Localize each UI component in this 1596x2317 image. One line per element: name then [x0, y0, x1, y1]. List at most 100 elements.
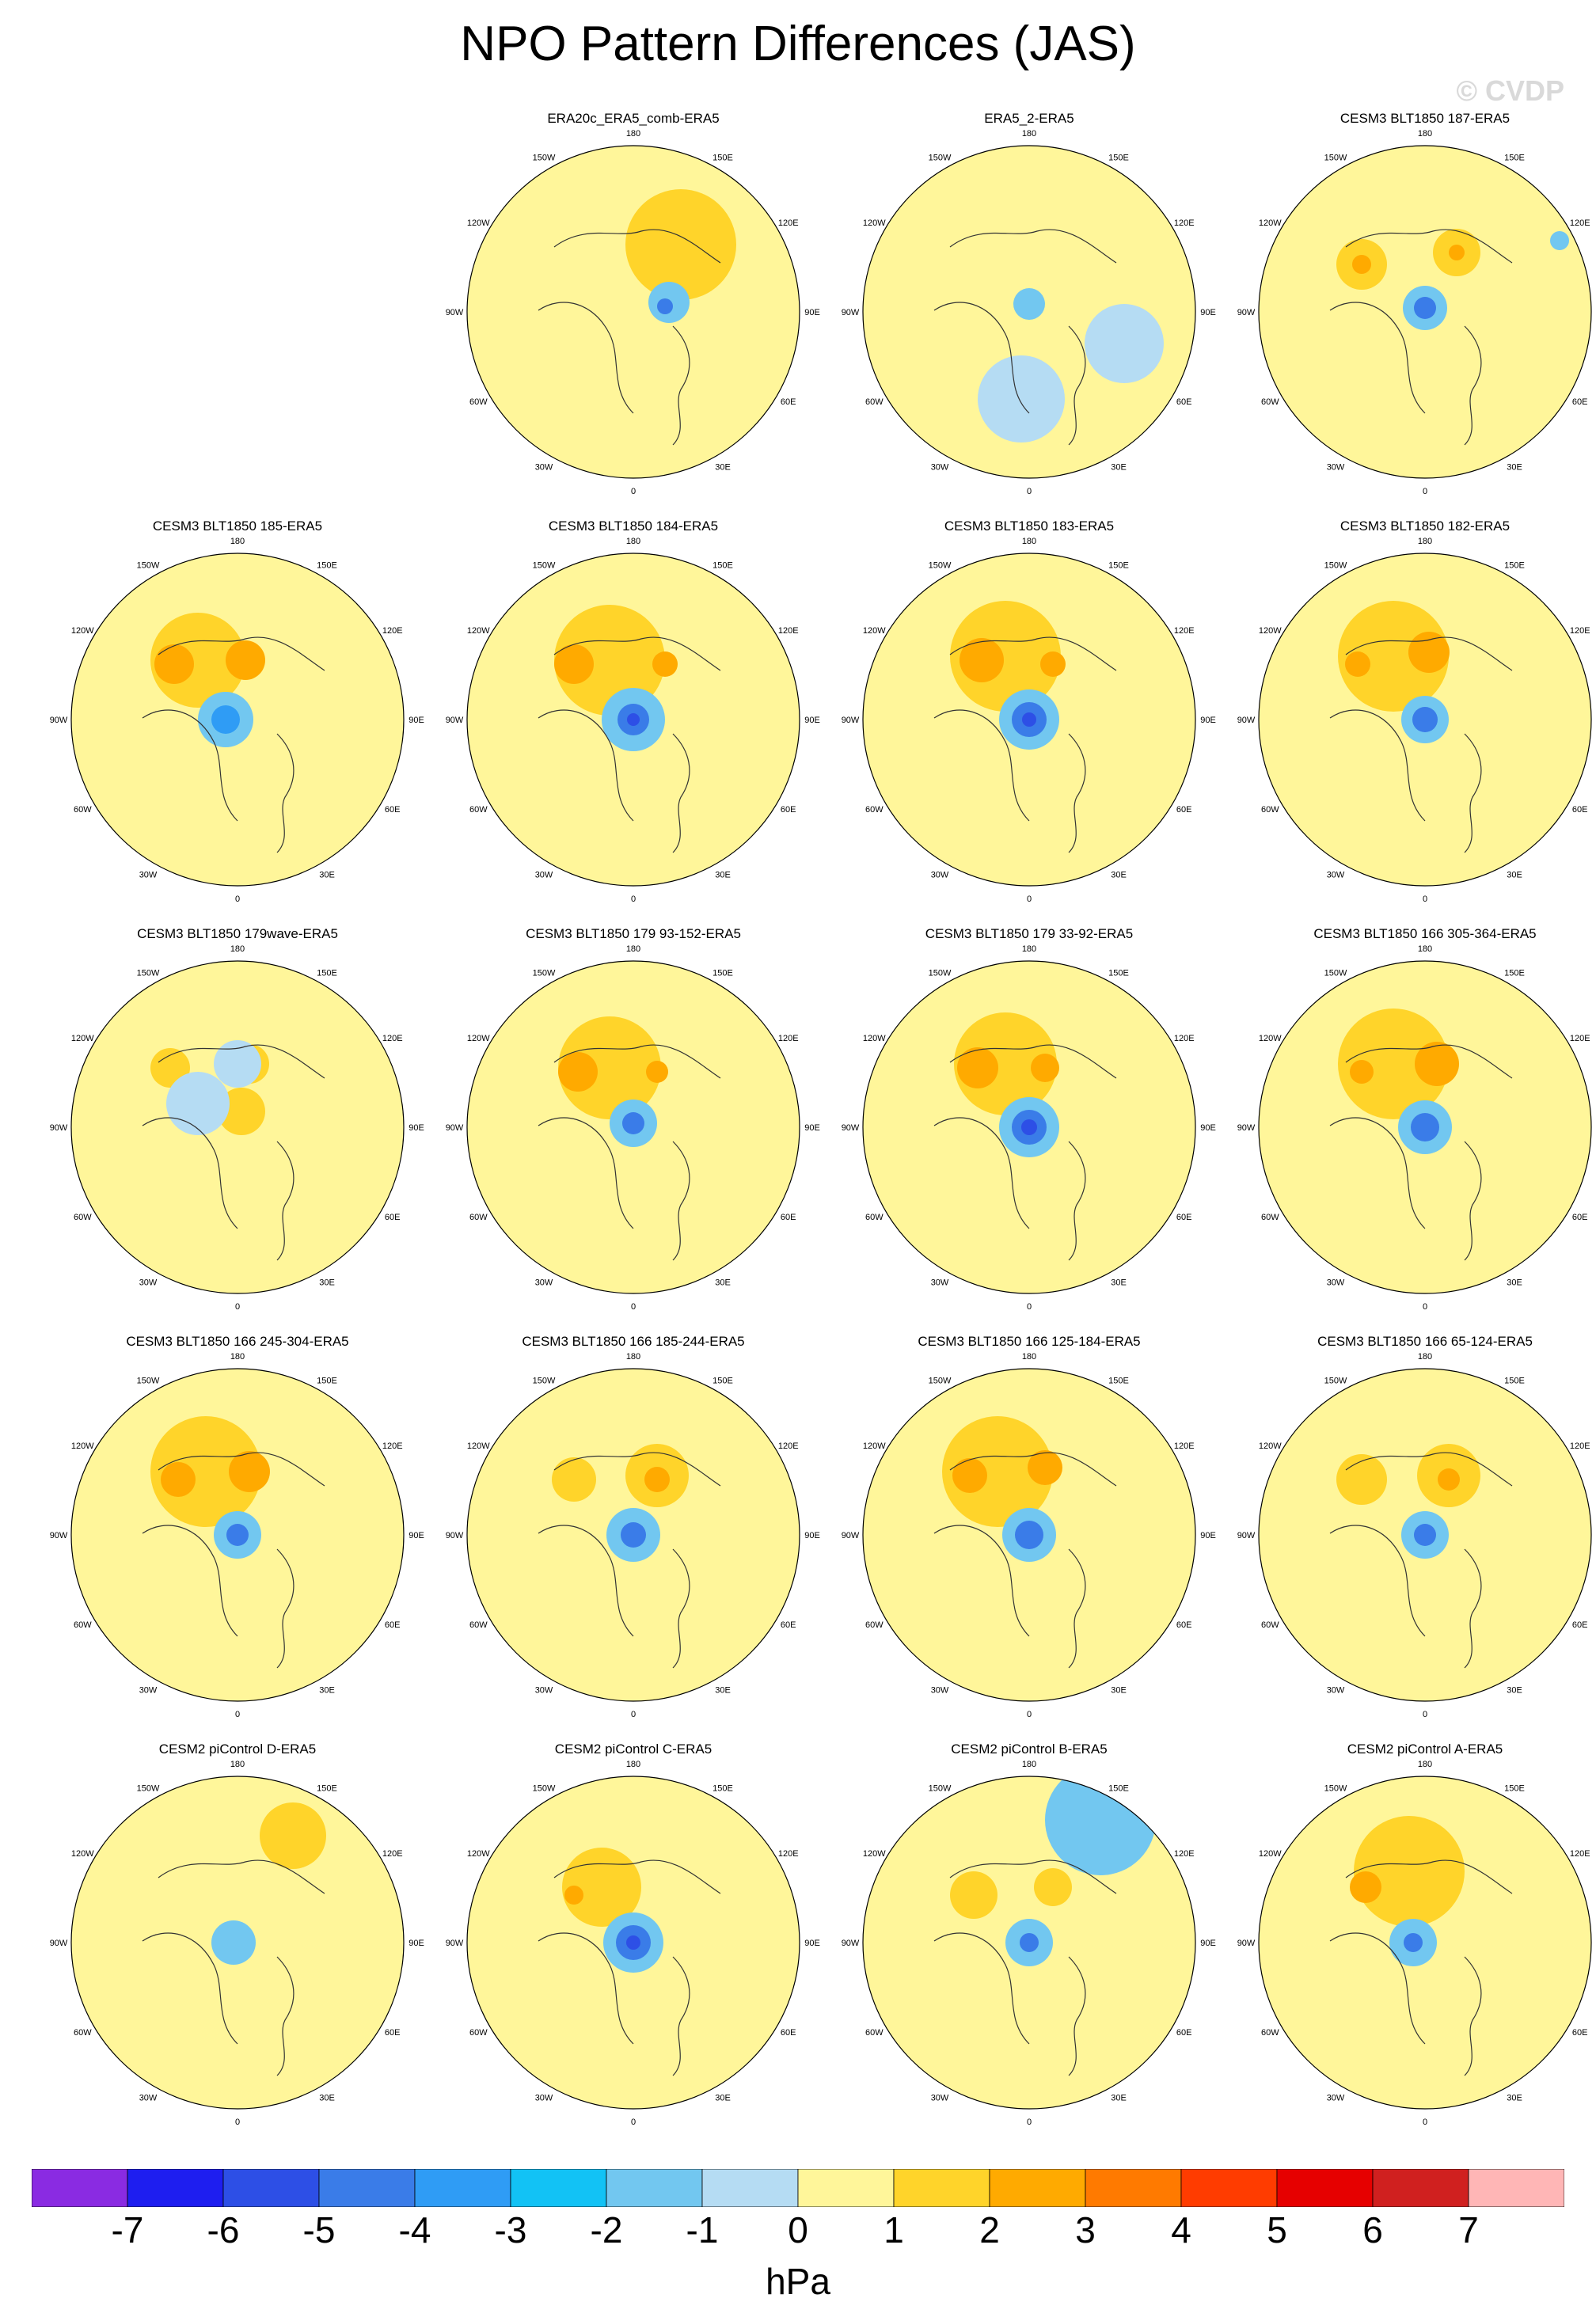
longitude-label: 150E	[712, 560, 733, 570]
longitude-label: 120E	[1570, 218, 1590, 228]
longitude-label: 30E	[715, 1686, 731, 1696]
longitude-label: 150W	[1324, 968, 1347, 978]
colorbar-tick: 3	[1075, 2209, 1096, 2251]
map-panel: CESM3 BLT1850 166 65-124-ERA5 180 150E 120E…	[1227, 1334, 1596, 1730]
longitude-label: 120W	[863, 626, 886, 636]
colorbar-tick: 1	[884, 2209, 904, 2251]
coastline	[538, 229, 721, 446]
longitude-label: 90E	[804, 716, 820, 725]
longitude-label: 60E	[1572, 2028, 1588, 2038]
negative-anomaly	[1414, 297, 1436, 319]
positive-anomaly	[957, 1047, 998, 1088]
longitude-label: 60W	[469, 805, 488, 815]
map-border	[1258, 1776, 1592, 2110]
longitude-label: 90E	[804, 1939, 820, 1948]
map-border	[862, 553, 1196, 887]
longitude-label: 90W	[1237, 308, 1256, 317]
longitude-label: 30W	[1327, 2094, 1345, 2103]
longitude-label: 0	[1027, 1710, 1032, 1719]
positive-anomaly	[942, 1416, 1053, 1527]
longitude-label: 30W	[139, 2094, 158, 2103]
colorbar-swatch	[606, 2169, 703, 2207]
longitude-label: 30W	[535, 463, 553, 473]
longitude-label: 150E	[317, 968, 337, 978]
colorbar-tick: 4	[1171, 2209, 1191, 2251]
longitude-label: 60W	[865, 1213, 884, 1222]
negative-anomaly	[226, 1524, 249, 1546]
longitude-label: 60E	[385, 805, 401, 815]
coastline	[142, 1044, 325, 1261]
panel-title: CESM3 BLT1850 185-ERA5	[152, 518, 323, 534]
longitude-label: 60W	[74, 2028, 92, 2038]
map-panel: CESM2 piControl B-ERA5 180 150E 120E 90E 60E 3…	[831, 1742, 1227, 2137]
coastline	[933, 1452, 1117, 1669]
longitude-label: 120E	[1174, 626, 1195, 636]
longitude-label: 30W	[1327, 871, 1345, 880]
longitude-label: 180	[626, 1352, 640, 1362]
longitude-label: 120W	[71, 1441, 94, 1451]
longitude-label: 120W	[1259, 218, 1282, 228]
map-panel: CESM3 BLT1850 179 93-152-ERA5 180 150E 120E…	[435, 926, 831, 1322]
longitude-label: 90E	[1200, 1123, 1216, 1133]
longitude-label: 120E	[1174, 1034, 1195, 1043]
longitude-label: 60E	[1572, 1213, 1588, 1222]
longitude-label: 60E	[1176, 397, 1192, 407]
longitude-label: 0	[631, 1710, 636, 1719]
coastline	[1329, 1452, 1513, 1669]
longitude-label: 90W	[842, 1939, 860, 1948]
positive-anomaly	[154, 644, 194, 684]
positive-anomaly	[625, 189, 736, 300]
longitude-label: 120W	[863, 1034, 886, 1043]
map-border	[862, 960, 1196, 1294]
longitude-label: 90W	[446, 1123, 464, 1133]
longitude-label: 120E	[1570, 1034, 1590, 1043]
longitude-label: 150W	[1324, 1376, 1347, 1385]
colorbar-swatch	[701, 2169, 799, 2207]
longitude-label: 30E	[319, 1686, 335, 1696]
colorbar-tick: -2	[590, 2209, 623, 2251]
panel-title: ERA5_2-ERA5	[984, 111, 1074, 126]
longitude-label: 30W	[1327, 1278, 1345, 1288]
map-panel: CESM3 BLT1850 166 245-304-ERA5 180 150E 120…	[40, 1334, 435, 1730]
longitude-label: 60E	[385, 1620, 401, 1630]
longitude-label: 120W	[1259, 1441, 1282, 1451]
longitude-label: 180	[1022, 944, 1036, 954]
map-panel: ERA20c_ERA5_comb-ERA5 180 150E 120E 90E 60E 30…	[435, 111, 831, 507]
map-panel: CESM2 piControl C-ERA5 180 150E 120E 90E 60E 3…	[435, 1742, 831, 2137]
colorbar-swatch	[1276, 2169, 1374, 2207]
positive-anomaly	[564, 1886, 583, 1905]
map-border	[70, 553, 405, 887]
colorbar-swatch	[1372, 2169, 1469, 2207]
longitude-label: 30E	[1507, 871, 1522, 880]
longitude-label: 120W	[71, 1034, 94, 1043]
positive-anomaly	[960, 638, 1004, 682]
colorbar-tick: -4	[398, 2209, 431, 2251]
negative-anomaly	[1404, 1933, 1423, 1952]
longitude-label: 90W	[842, 1531, 860, 1540]
longitude-label: 30W	[931, 463, 949, 473]
negative-anomaly	[622, 1112, 644, 1134]
colorbar-tick: 7	[1458, 2209, 1479, 2251]
page-title: NPO Pattern Differences (JAS)	[460, 17, 1136, 71]
coastline	[1329, 1859, 1513, 2076]
panel-title: CESM3 BLT1850 166 125-184-ERA5	[918, 1334, 1141, 1349]
panel-title: CESM3 BLT1850 183-ERA5	[944, 518, 1115, 534]
panel-title: CESM2 piControl C-ERA5	[554, 1742, 712, 1757]
map-panel: CESM3 BLT1850 179 33-92-ERA5 180 150E 120E 9…	[831, 926, 1227, 1322]
longitude-label: 60W	[865, 1620, 884, 1630]
longitude-label: 150E	[1504, 968, 1525, 978]
longitude-label: 0	[1423, 487, 1427, 496]
longitude-label: 150W	[137, 1783, 160, 1793]
coastline	[1329, 636, 1513, 853]
longitude-label: 120W	[71, 1849, 94, 1859]
positive-anomaly	[1408, 632, 1450, 673]
positive-anomaly	[1352, 255, 1371, 274]
colorbar-swatch	[127, 2169, 224, 2207]
longitude-label: 180	[230, 537, 245, 546]
